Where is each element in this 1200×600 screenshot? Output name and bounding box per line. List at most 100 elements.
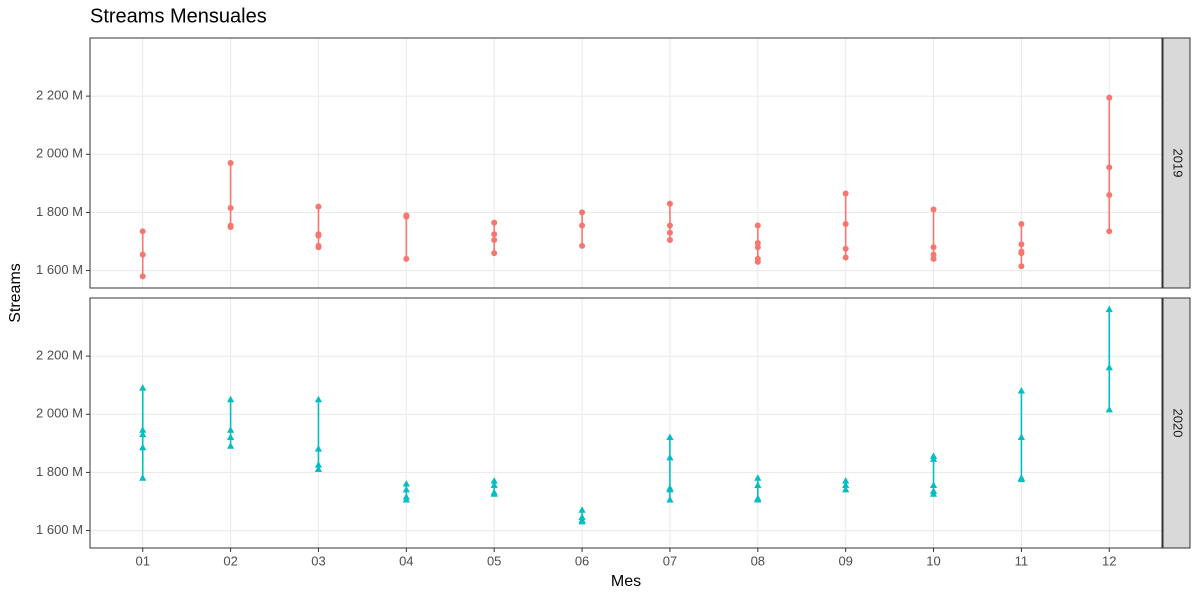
point	[227, 223, 234, 230]
point	[930, 251, 937, 258]
point	[1106, 191, 1113, 198]
point	[1017, 475, 1026, 483]
x-tick-label: 10	[926, 553, 940, 568]
point	[315, 232, 322, 239]
x-tick-label: 08	[751, 553, 765, 568]
point	[314, 395, 323, 403]
point	[1105, 363, 1113, 371]
point	[490, 490, 498, 497]
point	[491, 250, 498, 257]
y-tick-label: 1 800 M	[36, 204, 83, 219]
point	[226, 442, 235, 449]
y-axis-label: Streams	[7, 263, 24, 323]
point	[1105, 405, 1113, 413]
point	[226, 426, 235, 433]
point	[1017, 433, 1026, 441]
y-tick-label: 2 200 M	[36, 348, 83, 363]
point	[754, 222, 761, 229]
x-tick-label: 12	[1102, 553, 1116, 568]
point	[139, 273, 146, 280]
point	[226, 395, 235, 403]
point	[226, 433, 235, 441]
y-tick-label: 1 600 M	[36, 522, 83, 537]
point	[402, 480, 410, 487]
point	[314, 445, 323, 452]
point	[842, 481, 850, 488]
point	[754, 239, 761, 246]
point	[754, 496, 762, 503]
panel-background	[90, 38, 1162, 288]
x-tick-label: 04	[399, 553, 413, 568]
point	[139, 443, 147, 451]
point	[314, 461, 323, 468]
point	[754, 258, 761, 265]
x-tick-label: 03	[311, 553, 325, 568]
point	[491, 237, 498, 244]
point	[1018, 250, 1025, 257]
point	[666, 200, 673, 207]
point	[842, 245, 849, 252]
point	[1106, 164, 1113, 171]
point	[490, 481, 498, 488]
point	[666, 237, 673, 244]
point	[930, 255, 937, 262]
point	[491, 231, 498, 238]
point	[666, 433, 674, 441]
point	[402, 485, 410, 493]
point	[666, 496, 674, 503]
point	[929, 455, 938, 462]
point	[1018, 241, 1025, 248]
point	[578, 517, 586, 525]
point	[315, 244, 322, 251]
point	[1018, 221, 1025, 228]
x-tick-label: 07	[663, 553, 677, 568]
point	[1018, 263, 1025, 270]
point	[666, 453, 674, 461]
point	[139, 474, 147, 481]
y-tick-label: 1 600 M	[36, 262, 83, 277]
strip	[1162, 297, 1191, 549]
point	[139, 430, 147, 438]
point	[227, 160, 234, 166]
strip	[1162, 37, 1191, 289]
point	[666, 229, 673, 236]
point	[139, 251, 146, 258]
point	[403, 255, 410, 262]
point	[930, 206, 937, 213]
point	[403, 213, 410, 220]
point	[842, 485, 850, 493]
point	[929, 490, 938, 497]
point	[490, 477, 498, 484]
x-tick-label: 05	[487, 553, 501, 568]
point	[315, 203, 322, 210]
point	[842, 254, 849, 261]
point	[314, 465, 323, 473]
strip-label: 2020	[1171, 409, 1186, 438]
point	[1105, 305, 1113, 313]
point	[139, 384, 147, 391]
y-tick-label: 2 000 M	[36, 406, 83, 421]
point	[139, 228, 146, 235]
point	[579, 222, 586, 229]
point	[578, 506, 586, 513]
point	[930, 244, 937, 251]
y-tick-label: 2 200 M	[36, 88, 83, 103]
panel-background	[90, 298, 1162, 548]
panel-border	[89, 37, 1163, 289]
point	[842, 221, 849, 228]
point	[842, 477, 850, 484]
point	[579, 209, 586, 216]
point	[579, 242, 586, 249]
strip-label: 2019	[1171, 149, 1186, 178]
point	[754, 481, 762, 488]
x-tick-label: 09	[838, 553, 852, 568]
chart-title: Streams Mensuales	[90, 5, 267, 27]
point	[402, 496, 410, 503]
panel-border	[89, 297, 1163, 549]
point	[929, 481, 938, 488]
y-tick-label: 2 000 M	[36, 146, 83, 161]
x-tick-label: 06	[575, 553, 589, 568]
point	[139, 426, 147, 433]
point	[754, 244, 761, 251]
x-tick-label: 02	[223, 553, 237, 568]
